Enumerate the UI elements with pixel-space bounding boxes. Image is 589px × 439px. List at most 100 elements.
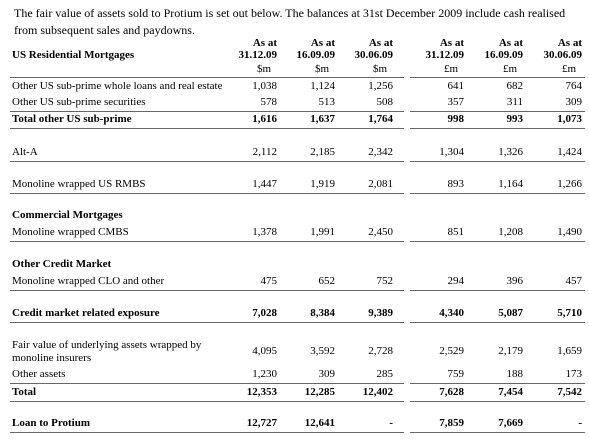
cell: 173 bbox=[565, 368, 583, 380]
row-label: Monoline wrapped CLO and other bbox=[12, 275, 165, 287]
cell: 5,087 bbox=[498, 307, 523, 319]
rule bbox=[10, 111, 404, 112]
rule bbox=[10, 241, 404, 242]
rule bbox=[410, 128, 585, 129]
cell: 1,266 bbox=[557, 178, 582, 190]
column-as-at: As at bbox=[310, 37, 335, 49]
cell: 1,164 bbox=[498, 178, 523, 190]
column-unit: $m bbox=[372, 63, 387, 75]
cell: 1,659 bbox=[557, 345, 582, 357]
rule bbox=[410, 193, 585, 194]
cell: 1,256 bbox=[368, 80, 393, 92]
cell: 2,342 bbox=[368, 146, 393, 158]
column-date: 31.12.09 bbox=[425, 49, 465, 61]
cell: 1,038 bbox=[252, 80, 277, 92]
rule bbox=[10, 322, 404, 323]
cell: 998 bbox=[447, 113, 465, 125]
rule bbox=[10, 161, 404, 162]
cell: 682 bbox=[506, 80, 524, 92]
cell: 1,424 bbox=[557, 146, 582, 158]
cell: 1,919 bbox=[310, 178, 335, 190]
rule bbox=[410, 161, 585, 162]
cell: 508 bbox=[376, 96, 394, 108]
rule bbox=[410, 322, 585, 323]
cell: 4,095 bbox=[252, 345, 277, 357]
cell: 7,859 bbox=[439, 417, 464, 429]
cell: 7,628 bbox=[439, 386, 464, 398]
row-label: Loan to Protium bbox=[12, 417, 91, 429]
column-as-at: As at bbox=[252, 37, 277, 49]
cell: 475 bbox=[260, 275, 278, 287]
cell: 7,542 bbox=[557, 386, 582, 398]
cell: - bbox=[578, 417, 582, 429]
cell: 12,402 bbox=[362, 386, 393, 398]
cell: 1,230 bbox=[252, 368, 277, 380]
cell: 764 bbox=[565, 80, 583, 92]
column-date: 16.09.09 bbox=[484, 49, 524, 61]
cell: 2,529 bbox=[439, 345, 464, 357]
cell: 285 bbox=[376, 368, 394, 380]
cell: 752 bbox=[376, 275, 394, 287]
cell: 2,185 bbox=[310, 146, 335, 158]
cell: 1,764 bbox=[368, 113, 393, 125]
row-label: Monoline wrapped US RMBS bbox=[12, 178, 146, 190]
rule bbox=[10, 77, 404, 78]
column-as-at: As at bbox=[368, 37, 393, 49]
row-label: Other assets bbox=[12, 368, 66, 380]
header-label: US Residential Mortgages bbox=[12, 49, 135, 61]
cell: 1,378 bbox=[252, 226, 277, 238]
cell: 357 bbox=[447, 96, 465, 108]
column-unit: £m bbox=[561, 63, 576, 75]
cell: 5,710 bbox=[557, 307, 582, 319]
rule bbox=[10, 401, 404, 402]
cell: 578 bbox=[260, 96, 278, 108]
column-unit: £m bbox=[502, 63, 517, 75]
row-label: Fair value of underlying assets wrapped … bbox=[12, 339, 202, 364]
cell: 893 bbox=[447, 178, 465, 190]
section-label: Commercial Mortgages bbox=[12, 209, 123, 221]
cell: 851 bbox=[447, 226, 465, 238]
cell: - bbox=[389, 417, 393, 429]
cell: 12,353 bbox=[246, 386, 277, 398]
column-date: 16.09.09 bbox=[296, 49, 336, 61]
cell: 1,208 bbox=[498, 226, 523, 238]
rule bbox=[10, 383, 404, 384]
cell: 1,304 bbox=[439, 146, 464, 158]
cell: 188 bbox=[506, 368, 524, 380]
rule bbox=[10, 193, 404, 194]
row-label: Other US sub-prime securities bbox=[12, 96, 146, 108]
cell: 1,490 bbox=[557, 226, 582, 238]
rule bbox=[410, 290, 585, 291]
cell: 396 bbox=[506, 275, 524, 287]
rule bbox=[410, 432, 585, 433]
cell: 294 bbox=[447, 275, 465, 287]
rule bbox=[10, 432, 404, 433]
column-date: 30.06.09 bbox=[543, 49, 583, 61]
cell: 12,285 bbox=[304, 386, 335, 398]
rule bbox=[410, 241, 585, 242]
cell: 1,447 bbox=[252, 178, 277, 190]
row-label: Other US sub-prime whole loans and real … bbox=[12, 80, 223, 92]
cell: 457 bbox=[565, 275, 583, 287]
cell: 652 bbox=[318, 275, 336, 287]
row-label: Alt-A bbox=[12, 146, 38, 158]
cell: 759 bbox=[447, 368, 465, 380]
intro: The fair value of assets sold to Protium… bbox=[14, 6, 566, 37]
cell: 2,112 bbox=[252, 146, 277, 158]
cell: 7,454 bbox=[498, 386, 523, 398]
cell: 2,450 bbox=[368, 226, 393, 238]
rule bbox=[410, 77, 585, 78]
cell: 1,124 bbox=[310, 80, 335, 92]
cell: 8,384 bbox=[310, 307, 335, 319]
rule bbox=[410, 401, 585, 402]
cell: 309 bbox=[318, 368, 336, 380]
column-unit: $m bbox=[314, 63, 329, 75]
rule bbox=[410, 111, 585, 112]
cell: 7,028 bbox=[252, 307, 277, 319]
cell: 2,728 bbox=[368, 345, 393, 357]
rule bbox=[10, 290, 404, 291]
cell: 2,179 bbox=[498, 345, 523, 357]
cell: 1,637 bbox=[310, 113, 335, 125]
cell: 3,592 bbox=[310, 345, 335, 357]
cell: 7,669 bbox=[498, 417, 523, 429]
